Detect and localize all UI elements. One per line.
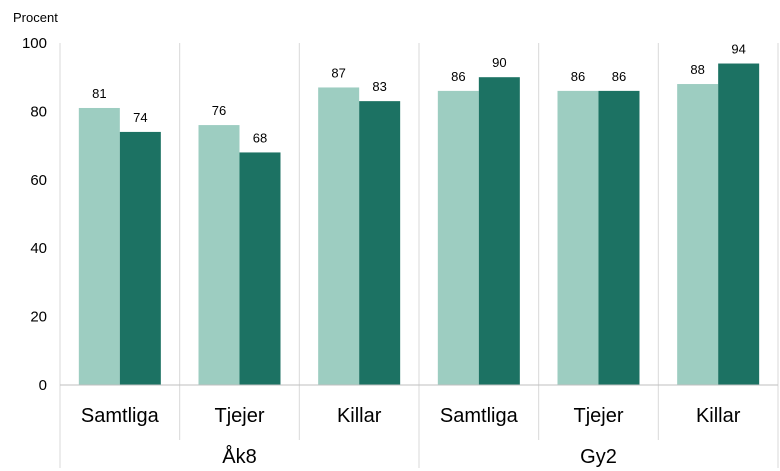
bar	[677, 84, 719, 385]
data-label: 94	[731, 42, 745, 57]
bar	[359, 101, 401, 385]
data-label: 68	[253, 130, 267, 145]
y-tick-label: 40	[30, 240, 47, 257]
bars	[78, 63, 760, 386]
bar	[198, 125, 240, 385]
data-label: 90	[492, 55, 506, 70]
data-label: 74	[133, 110, 147, 125]
group-label: Åk8	[222, 445, 256, 468]
bar	[239, 152, 281, 385]
y-tick-label: 60	[30, 172, 47, 189]
y-tick-label: 0	[39, 377, 47, 394]
group-label: Gy2	[580, 446, 617, 468]
bar	[718, 63, 760, 386]
bar	[478, 77, 520, 385]
y-tick-label: 80	[30, 103, 47, 120]
data-label: 88	[690, 62, 704, 77]
bar	[557, 90, 599, 385]
data-label: 81	[92, 86, 106, 101]
category-label: Killar	[696, 405, 741, 427]
bar	[119, 131, 161, 385]
data-label: 87	[331, 65, 345, 80]
data-label: 76	[212, 103, 226, 118]
bar	[318, 87, 360, 386]
category-label: Tjejer	[573, 405, 623, 427]
data-labels: 81 74 76 68 87 83 86 90 86 86 88 94	[92, 42, 746, 146]
bar	[598, 90, 640, 385]
category-label: Samtliga	[440, 405, 519, 427]
category-separators	[59, 43, 779, 468]
group-labels: Åk8 Gy2	[222, 445, 617, 468]
y-tick-label: 20	[30, 309, 47, 326]
bar	[78, 107, 120, 385]
category-label: Tjejer	[214, 405, 264, 427]
data-label: 86	[451, 69, 465, 84]
bar	[437, 90, 479, 385]
y-tick-label: 100	[22, 35, 47, 52]
y-axis-ticks: 0 20 40 60 80 100	[22, 35, 47, 394]
data-label: 83	[372, 79, 386, 94]
category-label: Killar	[337, 405, 382, 427]
data-label: 86	[612, 69, 626, 84]
category-labels: Samtliga Tjejer Killar Samtliga Tjejer Killar	[81, 405, 741, 427]
category-label: Samtliga	[81, 405, 160, 427]
data-label: 86	[571, 69, 585, 84]
y-axis-unit-label: Procent	[13, 10, 58, 25]
